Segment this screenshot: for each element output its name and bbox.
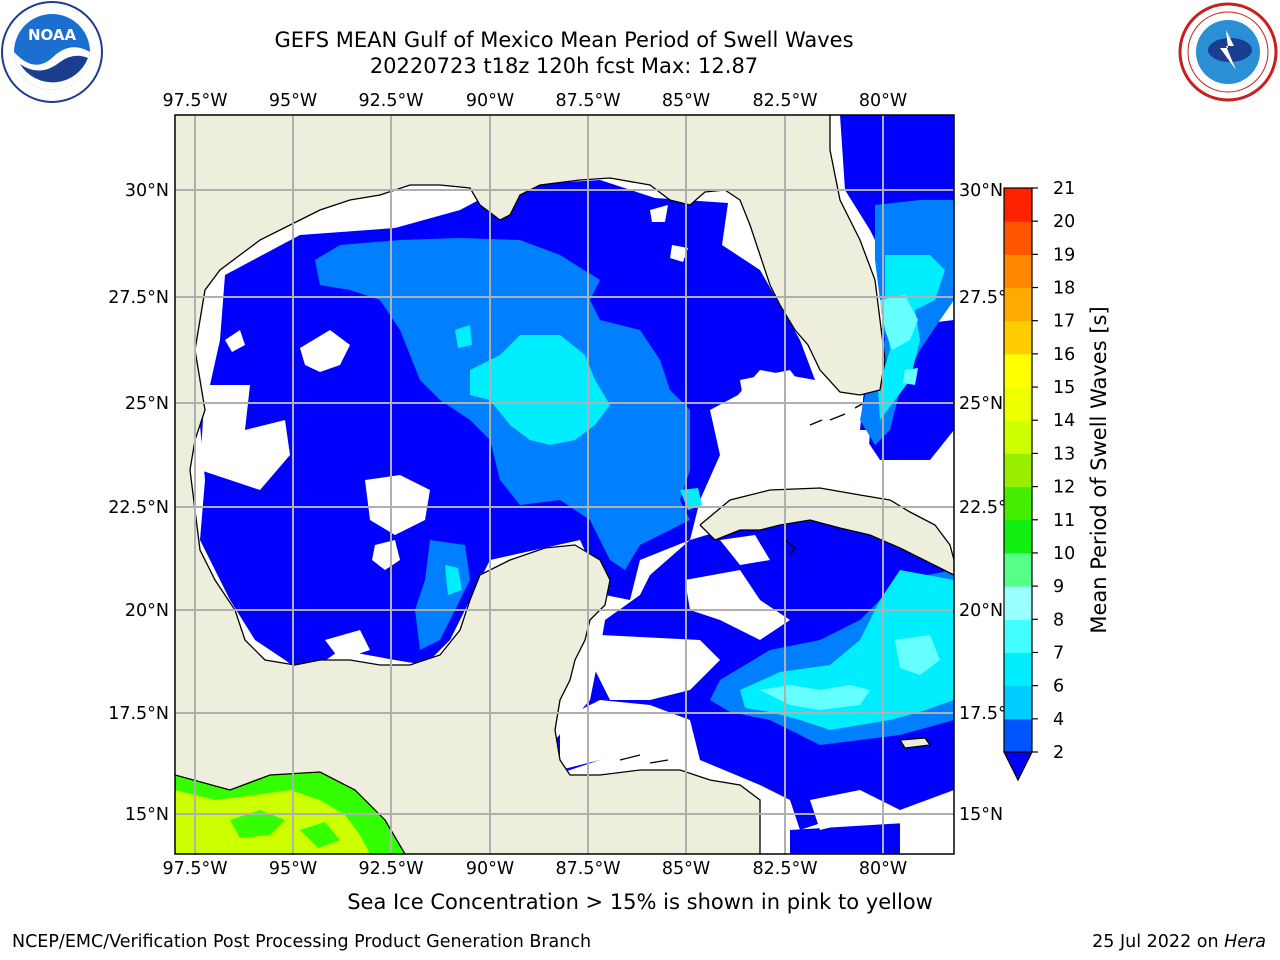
wave-field-7-8s bbox=[760, 295, 940, 710]
colorbar-segment bbox=[1004, 320, 1032, 355]
lat-label-left: 25°N bbox=[125, 394, 169, 414]
colorbar-segment bbox=[1004, 718, 1032, 753]
lon-label-top: 87.5°W bbox=[555, 91, 620, 111]
map-subtitle: 20220723 t18z 120h fcst Max: 12.87 bbox=[369, 54, 759, 78]
colorbar-segment bbox=[1004, 586, 1032, 620]
lat-label-left: 15°N bbox=[125, 805, 169, 825]
wave-field-gaps bbox=[200, 205, 954, 854]
colorbar-segment bbox=[1004, 486, 1032, 521]
colorbar-segment bbox=[1004, 353, 1032, 388]
noaa-logo: NOAA bbox=[1, 1, 103, 103]
lon-label-top: 90°W bbox=[466, 91, 514, 111]
lon-label-top: 97.5°W bbox=[162, 91, 227, 111]
colorbar-segment bbox=[1004, 519, 1032, 554]
map-frame bbox=[174, 114, 955, 855]
footer-date: 25 Jul 2022 on Hera bbox=[1092, 932, 1266, 952]
lat-label-right: 15°N bbox=[959, 805, 1003, 825]
lon-label-top: 80°W bbox=[859, 91, 907, 111]
colorbar-tick-label: 17 bbox=[1053, 312, 1075, 332]
lon-label-bottom: 82.5°W bbox=[752, 859, 817, 879]
lon-label-bottom: 87.5°W bbox=[555, 859, 620, 879]
lat-labels-right: 30°N 27.5°N 25°N 22.5°N 20°N 17.5°N 15°N bbox=[959, 181, 1020, 825]
lat-label-left: 17.5°N bbox=[108, 704, 169, 724]
colorbar-segments bbox=[1004, 188, 1032, 753]
colorbar-segment bbox=[1004, 619, 1032, 653]
colorbar-tick-label: 14 bbox=[1053, 411, 1075, 431]
colorbar-tick-label: 8 bbox=[1053, 610, 1064, 630]
colorbar-segment bbox=[1004, 552, 1032, 587]
land-cuba bbox=[700, 488, 954, 575]
sea-ice-note: Sea Ice Concentration > 15% is shown in … bbox=[347, 890, 933, 914]
footer-machine: Hera bbox=[1224, 932, 1266, 952]
colorbar-segment bbox=[1004, 652, 1032, 687]
graticule bbox=[175, 115, 954, 854]
colorbar-tick-label: 12 bbox=[1053, 478, 1075, 498]
colorbar-segment bbox=[1004, 685, 1032, 720]
lat-label-left: 20°N bbox=[125, 601, 169, 621]
colorbar-segment bbox=[1004, 453, 1032, 488]
colorbar-tick-label: 15 bbox=[1053, 378, 1075, 398]
footer-credit: NCEP/EMC/Verification Post Processing Pr… bbox=[12, 932, 592, 952]
colorbar-tick-label: 11 bbox=[1053, 511, 1075, 531]
colorbar: 2 4 6 7 8 9 10 11 12 13 14 15 16 17 18 19 20 21 Mean Peri… bbox=[1003, 179, 1111, 782]
colorbar-tick-label: 6 bbox=[1053, 677, 1064, 697]
lon-label-top: 85°W bbox=[662, 91, 710, 111]
lon-label-bottom: 97.5°W bbox=[162, 859, 227, 879]
colorbar-ticks: 2 4 6 7 8 9 10 11 12 13 14 15 16 17 18 19 20 21 bbox=[1032, 179, 1075, 763]
colorbar-under-arrow bbox=[1003, 751, 1033, 782]
colorbar-frame bbox=[1003, 187, 1033, 753]
lat-label-right: 20°N bbox=[959, 601, 1003, 621]
nws-logo bbox=[1178, 2, 1278, 102]
lon-label-bottom: 85°W bbox=[662, 859, 710, 879]
lon-label-bottom: 90°W bbox=[466, 859, 514, 879]
colorbar-tick-label: 20 bbox=[1053, 212, 1075, 232]
colorbar-tick-label: 21 bbox=[1053, 179, 1075, 199]
colorbar-tick-label: 19 bbox=[1053, 245, 1075, 265]
colorbar-label: Mean Period of Swell Waves [s] bbox=[1087, 306, 1111, 633]
colorbar-segment bbox=[1004, 287, 1032, 322]
lon-label-bottom: 92.5°W bbox=[358, 859, 423, 879]
colorbar-segment bbox=[1004, 420, 1032, 454]
lat-label-left: 30°N bbox=[125, 181, 169, 201]
colorbar-segment bbox=[1004, 387, 1032, 421]
map-title: GEFS MEAN Gulf of Mexico Mean Period of … bbox=[274, 28, 854, 52]
colorbar-tick-label: 9 bbox=[1053, 577, 1064, 597]
footer-date-text: 25 Jul 2022 on bbox=[1092, 932, 1219, 952]
lat-label-right: 30°N bbox=[959, 181, 1003, 201]
noaa-logo-text: NOAA bbox=[28, 26, 77, 44]
lon-label-top: 92.5°W bbox=[358, 91, 423, 111]
colorbar-segment bbox=[1004, 254, 1032, 289]
colorbar-tick-label: 4 bbox=[1053, 710, 1064, 730]
colorbar-tick-label: 13 bbox=[1053, 444, 1075, 464]
land-north-america bbox=[175, 115, 885, 854]
lat-labels-left: 30°N 27.5°N 25°N 22.5°N 20°N 17.5°N 15°N bbox=[108, 181, 169, 825]
lat-label-right: 25°N bbox=[959, 394, 1003, 414]
lon-label-bottom: 80°W bbox=[859, 859, 907, 879]
lon-labels-bottom: 97.5°W 95°W 92.5°W 90°W 87.5°W 85°W 82.5… bbox=[162, 859, 907, 879]
lon-label-top: 82.5°W bbox=[752, 91, 817, 111]
colorbar-segment bbox=[1004, 188, 1032, 222]
lon-label-top: 95°W bbox=[269, 91, 317, 111]
colorbar-tick-label: 18 bbox=[1053, 279, 1075, 299]
colorbar-tick-label: 2 bbox=[1053, 743, 1064, 763]
colorbar-tick-label: 10 bbox=[1053, 544, 1075, 564]
colorbar-tick-label: 16 bbox=[1053, 345, 1075, 365]
lat-label-left: 27.5°N bbox=[108, 288, 169, 308]
lat-label-left: 22.5°N bbox=[108, 498, 169, 518]
colorbar-segment bbox=[1004, 221, 1032, 255]
lon-labels-top: 97.5°W 95°W 92.5°W 90°W 87.5°W 85°W 82.5… bbox=[162, 91, 907, 111]
colorbar-tick-label: 7 bbox=[1053, 643, 1064, 663]
lon-label-bottom: 95°W bbox=[269, 859, 317, 879]
